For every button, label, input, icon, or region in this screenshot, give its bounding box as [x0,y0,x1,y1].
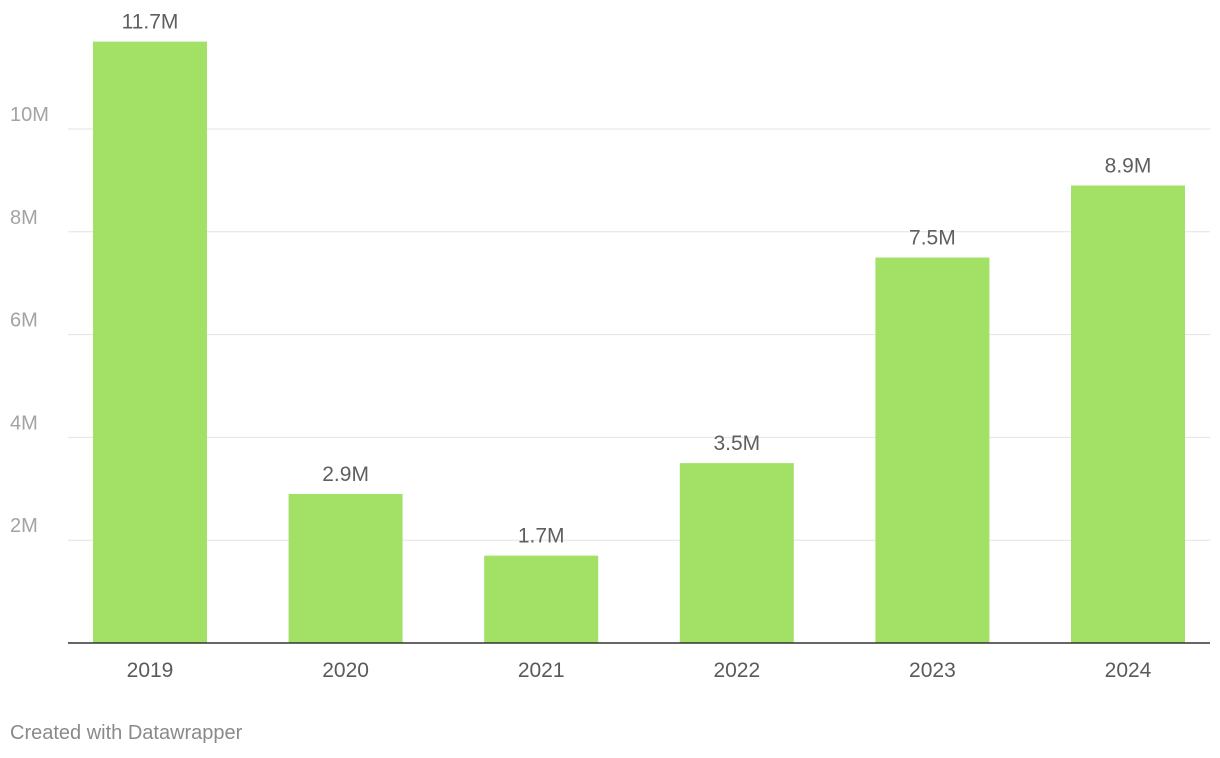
y-tick-label: 4M [10,412,38,434]
data-label-2021: 1.7M [518,525,565,548]
bars [93,41,1185,644]
y-tick-label: 2M [10,515,38,537]
bar-2020 [288,493,403,643]
data-label-2020: 2.9M [322,463,369,486]
data-labels: 11.7M 2.9M 1.7M 3.5M 7.5M 8.9M [122,11,1152,548]
bar-2022 [679,463,794,643]
x-tick-label-2021: 2021 [518,659,565,682]
x-tick-label-2019: 2019 [127,659,174,682]
x-tick-label-2024: 2024 [1105,659,1152,682]
data-label-2023: 7.5M [909,227,956,250]
datawrapper-credit: Created with Datawrapper [10,722,243,744]
data-label-2022: 3.5M [713,432,760,455]
y-tick-label: 6M [10,310,38,332]
x-axis-ticks: 2019 2020 2021 2022 2023 2024 [127,659,1152,682]
x-tick-label-2023: 2023 [909,659,956,682]
data-label-2024: 8.9M [1105,155,1152,178]
bar-2023 [875,257,990,643]
bar-2024 [1071,185,1185,644]
y-axis-ticks: 2M 4M 6M 8M 10M [10,104,49,537]
x-tick-label-2022: 2022 [713,659,760,682]
gridlines [68,128,1210,541]
y-tick-label: 10M [10,104,49,126]
bar-2021 [484,555,599,643]
y-tick-label: 8M [10,207,38,229]
x-tick-label-2020: 2020 [322,659,369,682]
data-label-2019: 11.7M [122,11,179,34]
bar-2019 [93,41,207,644]
